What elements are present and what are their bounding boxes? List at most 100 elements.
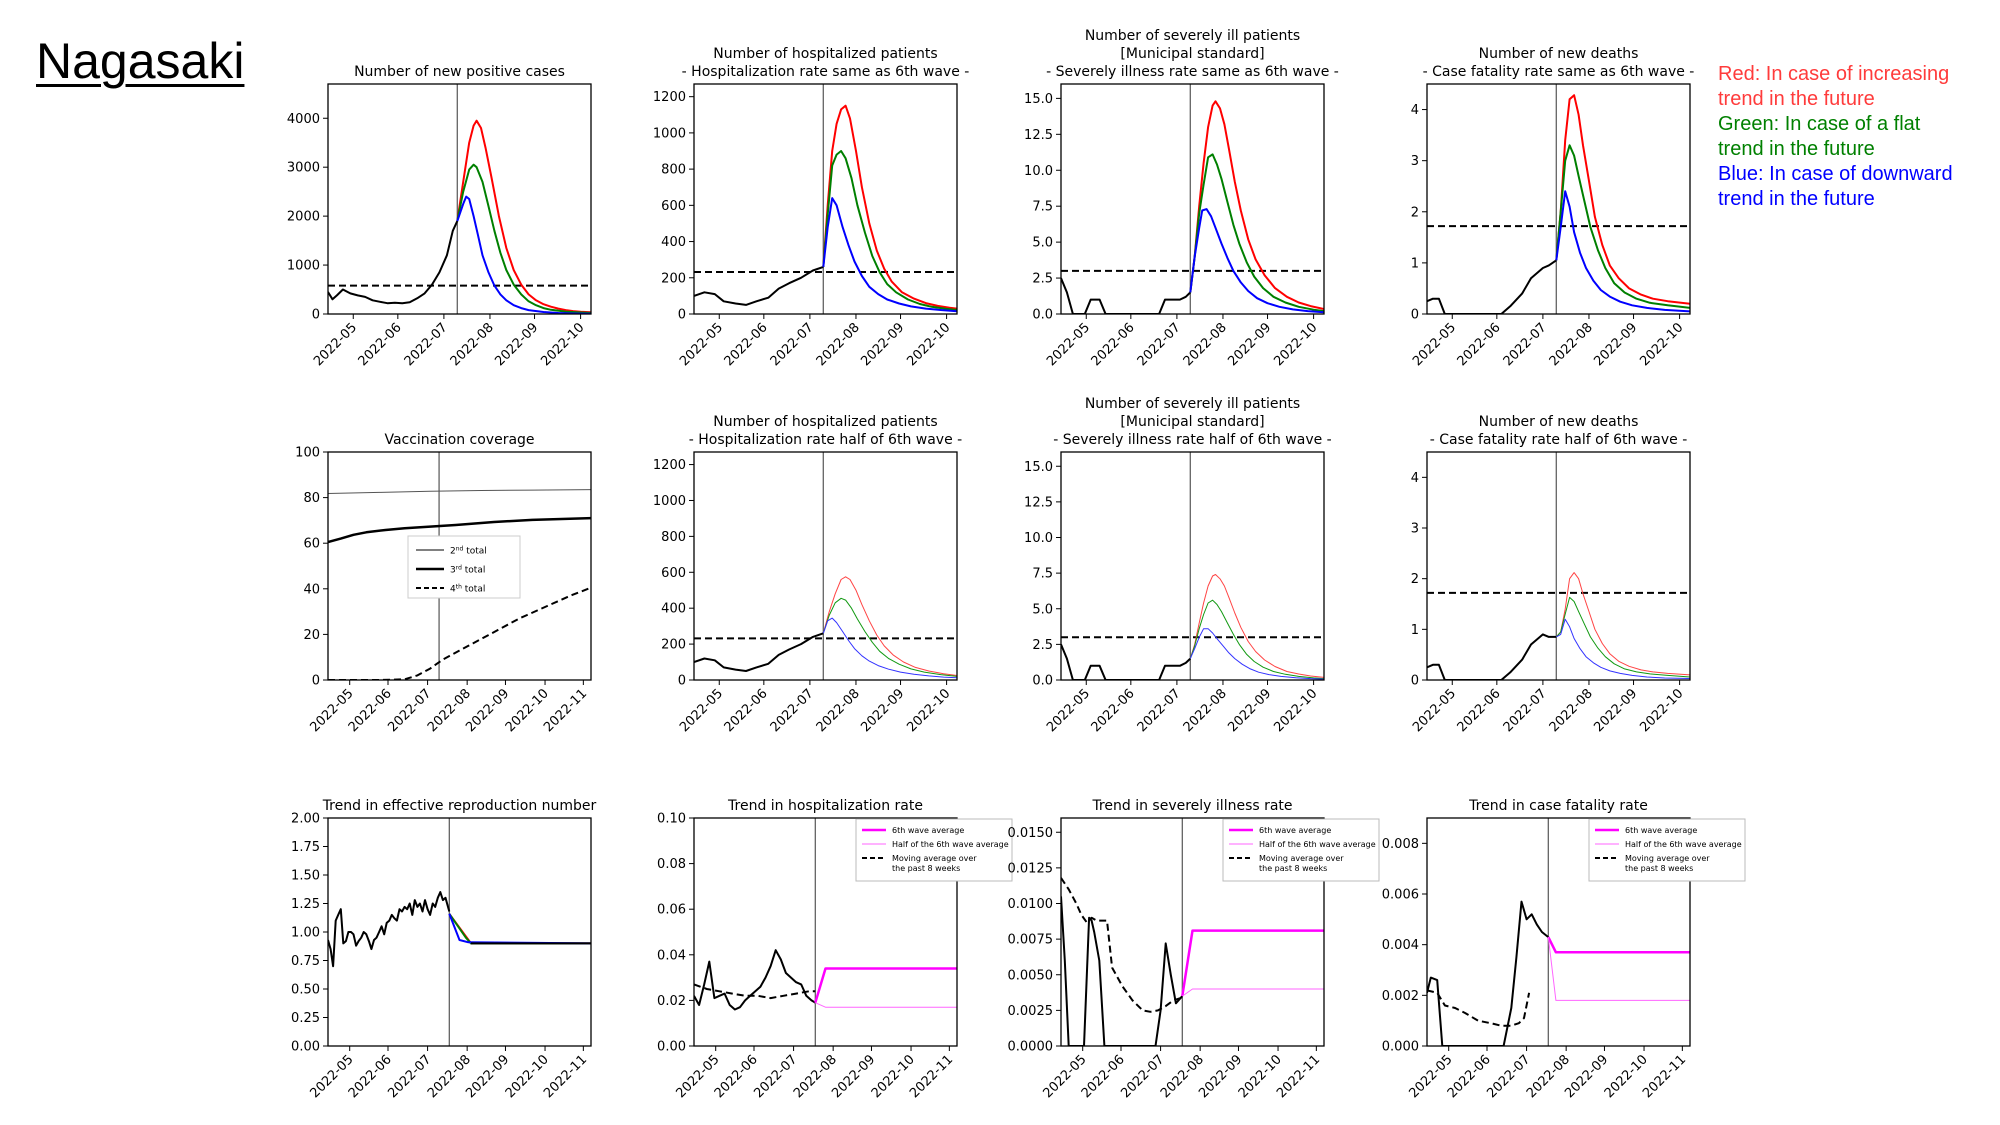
x-tick-label: 2022-05 <box>1044 686 1093 735</box>
y-tick-label: 0.0 <box>1032 308 1053 323</box>
chart-deaths-same: Number of new deaths - Case fatality rate… <box>1410 46 1694 369</box>
y-tick-label: 0.00 <box>657 1040 686 1055</box>
x-tick-label: 2022-07 <box>1501 320 1550 369</box>
x-tick-label: 2022-07 <box>768 320 817 369</box>
y-tick-label: 1000 <box>287 259 320 274</box>
y-tick-label: 0 <box>312 308 320 323</box>
series-line <box>1427 900 1549 1046</box>
plot-frame <box>1426 83 1691 315</box>
chart-title: Vaccination coverage <box>384 432 534 448</box>
y-tick-label: 5.0 <box>1032 236 1053 251</box>
x-tick-label: 2022-05 <box>311 320 360 369</box>
legend-label: Half of the 6th wave average <box>892 840 1009 849</box>
page-title: Nagasaki <box>36 33 245 89</box>
series-line <box>1547 936 1690 954</box>
plot-area <box>694 84 957 314</box>
y-tick-label: 15.0 <box>1024 460 1053 475</box>
x-tick-label: 2022-10 <box>1271 320 1320 369</box>
plot-frame <box>693 817 958 1047</box>
legend-label: 6th wave average <box>892 826 964 835</box>
y-tick-label: 7.5 <box>1032 567 1053 582</box>
y-tick-label: 0.25 <box>291 1011 320 1026</box>
x-tick-label: 2022-05 <box>1044 320 1093 369</box>
series-line <box>1061 644 1191 680</box>
legend-label: 6th wave average <box>1625 826 1697 835</box>
series-line <box>815 1002 957 1008</box>
y-tick-label: 3 <box>1411 522 1419 537</box>
series-line <box>1555 94 1690 305</box>
x-tick-label: 2022-08 <box>814 686 863 735</box>
plot-frame <box>693 451 958 681</box>
y-tick-label: 0.02 <box>657 994 686 1009</box>
chart-hospitalized-same: Number of hospitalized patients - Hospita… <box>653 46 969 369</box>
legend-label: the past 8 weeks <box>1259 864 1327 873</box>
chart-title: [Municipal standard] <box>1120 46 1264 62</box>
series-line <box>1555 596 1690 678</box>
chart-title: - Case fatality rate same as 6th wave - <box>1423 64 1695 80</box>
y-tick-label: 7.5 <box>1032 200 1053 215</box>
plot-area <box>1427 818 1690 1046</box>
x-tick-label: 2022-06 <box>356 320 405 369</box>
series-line <box>814 967 957 1004</box>
x-tick-label: 2022-05 <box>677 686 726 735</box>
legend-label: Moving average over <box>892 854 977 863</box>
y-tick-label: 4 <box>1411 103 1419 118</box>
series-line <box>1061 896 1184 1046</box>
y-tick-label: 12.5 <box>1024 495 1053 510</box>
plot-area <box>328 84 591 314</box>
chart-title: Number of new deaths <box>1479 46 1639 62</box>
scenario-legend: Red: In case of increasing trend in the … <box>1718 62 1953 212</box>
chart-title: - Hospitalization rate same as 6th wave … <box>682 64 970 80</box>
chart-title: Number of new positive cases <box>354 64 565 80</box>
chart-hospitalized-half: Number of hospitalized patients - Hospita… <box>653 414 962 735</box>
series-line <box>1181 929 1324 997</box>
series-line <box>822 597 957 677</box>
x-tick-label: 2022-09 <box>858 686 907 735</box>
series-line <box>1189 208 1324 314</box>
plot-area <box>1427 452 1690 680</box>
plot-frame <box>1426 451 1691 681</box>
series-line <box>448 913 591 945</box>
y-tick-label: 1200 <box>653 458 686 473</box>
plot-area <box>1061 84 1324 314</box>
series-line <box>1189 100 1324 310</box>
series-line <box>328 516 591 544</box>
y-tick-label: 0 <box>1411 674 1419 689</box>
legend-label: Half of the 6th wave average <box>1625 840 1742 849</box>
chart-new-positive-cases: Number of new positive cases 0 1000 2000 300… <box>287 64 592 369</box>
x-tick-label: 2022-08 <box>1181 686 1230 735</box>
plot-frame <box>327 817 592 1047</box>
series-line <box>328 489 591 494</box>
x-tick-label: 2022-09 <box>1225 320 1274 369</box>
y-tick-label: 0.50 <box>291 983 320 998</box>
series-line <box>328 891 451 968</box>
series-line <box>1189 574 1324 678</box>
chart-title: Trend in case fatality rate <box>1468 798 1648 814</box>
chart-reproduction-number: Trend in effective reproduction number 0.… <box>291 798 596 1101</box>
y-tick-label: 40 <box>303 582 320 597</box>
x-tick-label: 2022-07 <box>1135 320 1184 369</box>
y-tick-label: 600 <box>661 566 686 581</box>
x-tick-label: 2022-07 <box>768 686 817 735</box>
series-line <box>1189 628 1324 680</box>
series-line <box>1189 153 1324 313</box>
y-tick-label: 3000 <box>287 161 320 176</box>
legend-label: Moving average over <box>1259 854 1344 863</box>
chart-title: Number of hospitalized patients <box>713 414 937 430</box>
chart-title: - Hospitalization rate half of 6th wave … <box>689 432 962 448</box>
series-line <box>1189 599 1324 680</box>
series-line <box>822 104 957 310</box>
note-green-line-2: trend in the future <box>1718 138 1875 160</box>
y-tick-label: 5.0 <box>1032 602 1053 617</box>
series-line <box>1182 988 1324 997</box>
chart-title: - Severely illness rate half of 6th wave… <box>1053 432 1331 448</box>
chart-title: Trend in hospitalization rate <box>727 798 923 814</box>
x-tick-label: 2022-10 <box>1271 686 1320 735</box>
y-tick-label: 60 <box>303 537 320 552</box>
x-tick-label: 2022-10 <box>904 320 953 369</box>
plot-frame <box>1060 817 1325 1047</box>
series-line <box>1061 877 1183 1013</box>
series-line <box>448 913 591 945</box>
chart-title: - Severely illness rate same as 6th wave… <box>1046 64 1339 80</box>
series-line <box>1427 259 1557 314</box>
